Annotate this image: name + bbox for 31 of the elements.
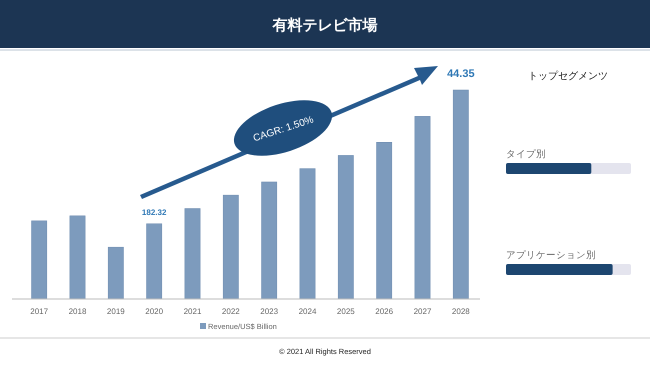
bar (108, 246, 124, 300)
x-tick-label: 2018 (68, 307, 87, 316)
bar (300, 168, 316, 300)
chart-title: トップセグメンツ (528, 70, 608, 82)
x-tick-label: 2017 (30, 307, 49, 316)
bar (31, 220, 48, 300)
annotation: 182.32 (142, 208, 167, 217)
x-tick-label: 2022 (222, 307, 240, 316)
x-tick-label: 2027 (414, 307, 432, 316)
x-tick-label: 2028 (452, 307, 470, 316)
bar (338, 155, 354, 300)
bar (414, 116, 430, 300)
annotation: CAGR: 1.50% (252, 114, 316, 144)
bar (376, 142, 392, 300)
bar (452, 90, 469, 300)
bar (70, 216, 86, 300)
x-tick-label: 2023 (260, 307, 279, 316)
x-tick-label: 2021 (184, 307, 202, 316)
x-tick-label: 2024 (298, 307, 317, 316)
x-tick-label: 2026 (375, 307, 394, 316)
bar (184, 208, 200, 300)
chart-title: 有料テレビ市場 (272, 16, 378, 34)
bar (261, 182, 278, 300)
bar (146, 224, 162, 300)
x-tick-label: 2019 (106, 307, 126, 316)
annotation: 44.35 (447, 68, 475, 80)
bar (222, 194, 239, 300)
y-tick-label: アプリケーション別 (506, 249, 596, 261)
x-tick-label: 2020 (145, 307, 164, 316)
x-tick-label: 2025 (336, 307, 356, 316)
y-tick-label: タイプ別 (506, 148, 546, 160)
